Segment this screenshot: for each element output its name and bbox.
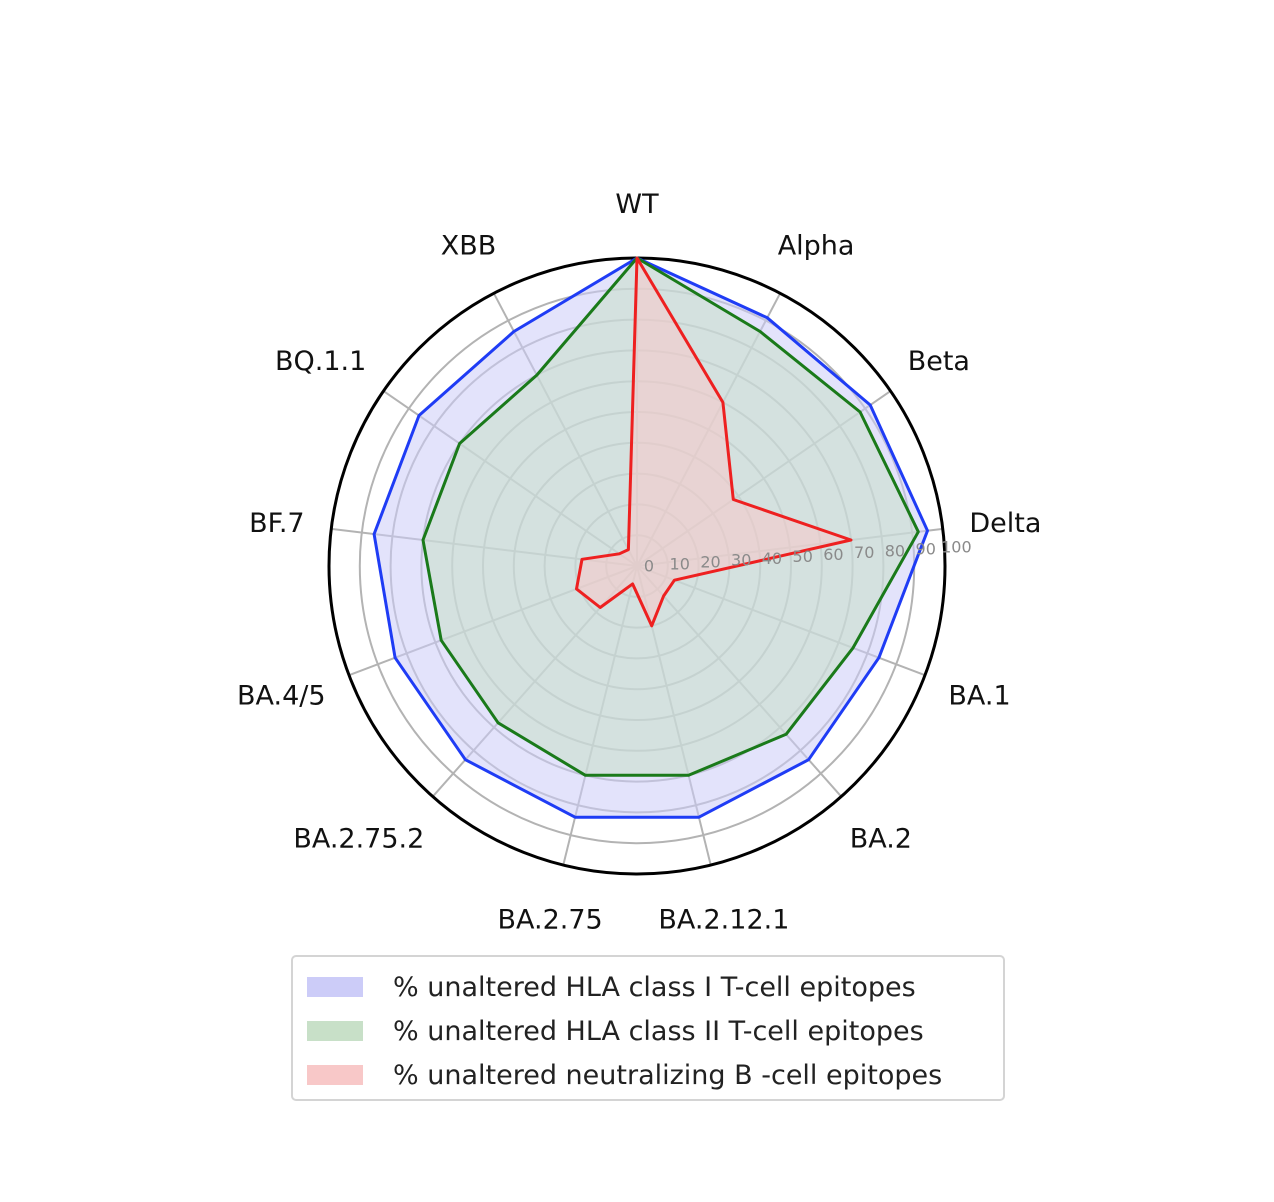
legend-label-bcell: % unaltered neutralizing B -cell epitope… (393, 1059, 943, 1091)
data-point (869, 404, 871, 406)
data-point (878, 657, 880, 659)
category-label: Delta (969, 508, 1041, 539)
data-point (497, 722, 499, 724)
radial-tick-label: 50 (793, 547, 813, 566)
data-point (759, 331, 761, 332)
data-point (422, 539, 424, 541)
series-lines (372, 256, 929, 819)
data-point (373, 533, 375, 535)
legend-label-class2: % unaltered HLA class II T-cell epitopes (393, 1015, 924, 1047)
legend-item-class1: % unaltered HLA class I T-cell epitopes (303, 965, 993, 1009)
data-point (536, 374, 538, 376)
category-label: Alpha (778, 231, 855, 262)
series-line-1 (421, 256, 920, 777)
data-point (766, 317, 768, 319)
radial-tick-label: 80 (885, 541, 905, 560)
radial-tick-label: 0 (644, 556, 654, 575)
category-label: BF.7 (249, 508, 304, 539)
legend: % unaltered HLA class I T-cell epitopes … (291, 955, 1005, 1101)
radial-tick-label: 10 (670, 554, 690, 573)
data-point (917, 531, 919, 533)
data-point (627, 549, 629, 551)
data-point (574, 816, 576, 818)
category-label: WT (615, 189, 659, 220)
legend-swatch-bcell (307, 1065, 363, 1085)
series-fill-2 (576, 258, 851, 626)
category-label: BA.1 (948, 681, 1010, 712)
data-point (440, 639, 442, 641)
data-point (785, 733, 787, 735)
radial-tick-label: 70 (854, 543, 874, 562)
data-point (852, 647, 854, 649)
data-point (599, 607, 601, 608)
series-line-0 (372, 256, 929, 819)
data-point (808, 759, 810, 761)
radial-tick-label: 40 (762, 549, 782, 568)
category-labels: WT Alpha Beta Delta BA.1 BA.2 BA.2.12.1 BA.2.75… (237, 189, 1041, 936)
data-point (663, 595, 665, 597)
data-point (464, 759, 466, 761)
series-line-2 (575, 256, 853, 628)
data-point (576, 588, 577, 590)
data-point (850, 539, 852, 541)
category-label: BA.2 (850, 824, 912, 855)
data-point (698, 816, 700, 818)
data-point (618, 553, 620, 555)
category-label: XBB (441, 231, 497, 262)
data-point (584, 774, 586, 776)
category-label: BA.2.75.2 (293, 824, 424, 855)
data-point (394, 657, 396, 659)
data-point (459, 443, 461, 444)
radial-tick-label: 60 (823, 545, 843, 564)
category-label: BA.2.12.1 (658, 905, 789, 936)
data-point (651, 625, 653, 627)
radar-chart: 0 10 20 30 40 50 60 70 80 90 100 WT Alpha Beta Delta B… (237, 189, 1041, 936)
data-point (581, 558, 583, 560)
radial-tick-label: 20 (700, 553, 720, 572)
data-point (632, 583, 634, 585)
radial-tick-labels: 0 10 20 30 40 50 60 70 80 90 100 (644, 538, 972, 576)
legend-label-class1: % unaltered HLA class I T-cell epitopes (393, 971, 916, 1003)
data-point (688, 774, 690, 776)
data-point (673, 579, 675, 581)
radial-tick-label: 30 (731, 551, 751, 570)
legend-item-class2: % unaltered HLA class II T-cell epitopes (303, 1009, 993, 1053)
legend-item-bcell: % unaltered neutralizing B -cell epitope… (303, 1053, 993, 1097)
legend-swatch-class2 (307, 1021, 363, 1041)
data-point (418, 415, 420, 416)
data-point (859, 411, 861, 413)
data-point (732, 499, 734, 500)
data-point (722, 401, 724, 403)
category-label: BA.4/5 (237, 681, 326, 712)
radial-tick-label: 100 (941, 538, 972, 557)
data-point (513, 331, 515, 332)
category-label: Beta (908, 346, 970, 377)
category-label: BQ.1.1 (275, 346, 366, 377)
category-label: BA.2.75 (497, 905, 602, 936)
legend-swatch-class1 (307, 977, 363, 997)
radial-tick-label: 90 (916, 539, 936, 558)
data-point (636, 257, 638, 259)
data-point (927, 530, 928, 532)
